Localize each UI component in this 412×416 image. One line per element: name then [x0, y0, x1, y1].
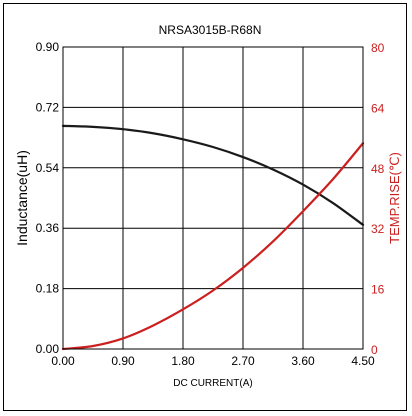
y2-tick-label: 64 — [371, 101, 385, 115]
x-tick-label: 4.50 — [351, 354, 375, 368]
chart-title: NRSA3015B-R68N — [159, 23, 262, 37]
y-tick-label: 0.00 — [36, 342, 60, 356]
y-axis-ticks: 0.00 0.18 0.36 0.54 0.72 0.90 — [36, 40, 60, 356]
x-tick-label: 2.70 — [231, 354, 255, 368]
x-axis-ticks: 0.00 0.90 1.80 2.70 3.60 4.50 — [51, 354, 375, 368]
y-tick-label: 0.72 — [36, 100, 60, 114]
y-tick-label: 0.54 — [36, 161, 60, 175]
x-tick-label: 0.00 — [51, 354, 75, 368]
y2-tick-label: 80 — [371, 41, 385, 55]
x-tick-label: 0.90 — [111, 354, 135, 368]
y2-axis-ticks: 0 16 32 48 64 80 — [371, 41, 385, 357]
y2-axis-label: TEMP.RISE(℃) — [387, 152, 402, 244]
plot-area-border — [62, 46, 364, 350]
grid — [62, 46, 364, 350]
y2-tick-label: 16 — [371, 283, 385, 297]
temp-rise-line — [61, 142, 365, 351]
y-axis-label: Inductance(uH) — [14, 150, 30, 246]
x-tick-label: 1.80 — [171, 354, 195, 368]
y2-tick-label: 48 — [371, 162, 385, 176]
x-axis-label: DC CURRENT(A) — [173, 378, 252, 389]
x-tick-label: 3.60 — [291, 354, 315, 368]
series-group — [61, 124, 365, 351]
y-tick-label: 0.90 — [36, 40, 60, 54]
y-tick-label: 0.18 — [36, 282, 60, 296]
y2-tick-label: 32 — [371, 222, 385, 236]
y-tick-label: 0.36 — [36, 221, 60, 235]
inductance-line — [61, 124, 365, 226]
y2-tick-label: 0 — [371, 343, 378, 357]
